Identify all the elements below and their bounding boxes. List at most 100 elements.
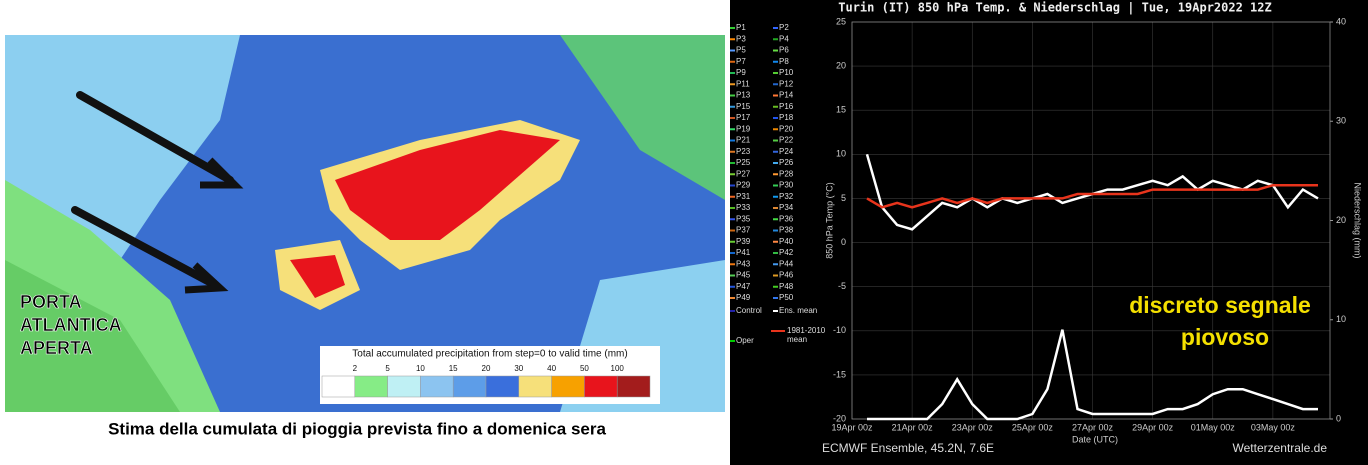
land-dry-2 xyxy=(5,260,180,412)
legend-label: P34 xyxy=(779,203,794,212)
colorbar-swatch xyxy=(616,375,651,398)
colorbar-swatch xyxy=(551,375,585,398)
y2-tick-label: 30 xyxy=(1336,116,1346,126)
annotation: discreto segnale xyxy=(1129,292,1311,318)
x-tick-label: 25Apr 00z xyxy=(1012,422,1054,432)
footer-left: ECMWF Ensemble, 45.2N, 7.6E xyxy=(822,441,994,455)
y-tick-label: 5 xyxy=(841,193,846,203)
legend-label: P6 xyxy=(779,46,789,55)
legend-label: P24 xyxy=(779,147,794,156)
y2-tick-label: 40 xyxy=(1336,16,1346,26)
series-line xyxy=(867,329,1318,421)
series-line xyxy=(866,183,1318,209)
legend-label: P11 xyxy=(736,79,750,88)
y-tick-label: 0 xyxy=(841,237,846,247)
colorbar-swatch xyxy=(420,375,454,398)
land-east xyxy=(560,35,725,200)
arrowhead xyxy=(184,262,229,294)
map-label: APERTA xyxy=(20,338,93,358)
rain-core xyxy=(335,130,560,240)
legend-label: P45 xyxy=(736,271,751,280)
y-tick-label: 15 xyxy=(836,105,846,115)
y-tick-label: 25 xyxy=(836,16,846,26)
legend-label: P8 xyxy=(779,57,789,66)
colorbar-label: 20 xyxy=(482,364,491,373)
legend-label: P5 xyxy=(736,46,746,55)
legend-label: Ens. mean xyxy=(779,306,817,315)
y-tick-label: -10 xyxy=(833,325,846,335)
colorbar-label: 100 xyxy=(611,364,625,373)
legend-label: P48 xyxy=(779,282,794,291)
colorbar-title: Total accumulated precipitation from ste… xyxy=(352,349,627,360)
y2-tick-label: 10 xyxy=(1336,314,1346,324)
x-tick-label: 03May 00z xyxy=(1251,422,1296,432)
legend-label: P23 xyxy=(736,147,751,156)
legend-label: P37 xyxy=(736,226,751,235)
colorbar-label: 5 xyxy=(385,364,390,373)
legend-label: P9 xyxy=(736,68,746,77)
y-tick-label: -20 xyxy=(833,413,846,423)
y-tick-label: 10 xyxy=(836,149,846,159)
legend-label: P15 xyxy=(736,102,751,111)
legend-label: P31 xyxy=(736,192,751,201)
x-tick-label: 29Apr 00z xyxy=(1132,422,1174,432)
legend-label: P7 xyxy=(736,57,746,66)
legend-label: P38 xyxy=(779,226,794,235)
legend-label: P22 xyxy=(779,136,794,145)
colorbar-label: 30 xyxy=(514,364,523,373)
y2-tick-label: 20 xyxy=(1336,215,1346,225)
legend-label: P12 xyxy=(779,79,794,88)
colorbar-swatch xyxy=(354,375,388,398)
y-tick-label: 20 xyxy=(836,60,846,70)
legend-label: P39 xyxy=(736,237,751,246)
map: Total accumulated precipitation from ste… xyxy=(5,35,725,412)
legend-label: P44 xyxy=(779,259,794,268)
legend-label: P41 xyxy=(736,248,751,257)
colorbar-label: 10 xyxy=(416,364,425,373)
legend-label: P26 xyxy=(779,158,794,167)
legend-label: P18 xyxy=(779,113,794,122)
arrow xyxy=(71,206,219,289)
colorbar-swatch xyxy=(485,375,520,398)
colorbar-swatch xyxy=(452,375,487,398)
legend-label: P27 xyxy=(736,169,751,178)
colorbar-label: 50 xyxy=(580,364,589,373)
colorbar-swatch xyxy=(321,375,356,398)
colorbar-label: 15 xyxy=(449,364,458,373)
legend-label: P17 xyxy=(736,113,751,122)
legend-label: P21 xyxy=(736,136,751,145)
map-caption: Stima della cumulata di pioggia prevista… xyxy=(108,419,606,438)
footer-right: Wetterzentrale.de xyxy=(1233,441,1328,455)
legend-label: Control xyxy=(736,306,762,315)
x-tick-label: 23Apr 00z xyxy=(952,422,994,432)
x-tick-label: 27Apr 00z xyxy=(1072,422,1114,432)
y-axis-label: 850 hPa Temp (°C) xyxy=(824,182,834,258)
colorbar-swatch xyxy=(584,375,618,398)
legend-label: P14 xyxy=(779,91,794,100)
legend-label: P30 xyxy=(779,181,794,190)
y-tick-label: -5 xyxy=(838,281,846,291)
legend-label: P47 xyxy=(736,282,751,291)
colorbar-label: 40 xyxy=(547,364,556,373)
rain-iberia-core xyxy=(290,255,345,298)
legend-label: P29 xyxy=(736,181,751,190)
legend-label: 1981-2010 xyxy=(787,326,826,335)
y2-axis-label: Niederschlag (mm) xyxy=(1353,182,1363,258)
colorbar-swatch xyxy=(387,375,421,398)
legend-label: P40 xyxy=(779,237,794,246)
legend-label: P49 xyxy=(736,293,751,302)
legend-label: P2 xyxy=(779,23,789,32)
legend-label: P28 xyxy=(779,169,794,178)
colorbar-swatch xyxy=(518,375,552,398)
legend-label: P1 xyxy=(736,23,746,32)
legend-label: P20 xyxy=(779,124,794,133)
legend-label: P36 xyxy=(779,214,794,223)
legend-label: mean xyxy=(787,335,807,344)
legend-label: P4 xyxy=(779,34,789,43)
legend-label: P10 xyxy=(779,68,794,77)
legend-label: P32 xyxy=(779,192,794,201)
legend-label: P50 xyxy=(779,293,794,302)
map-label: ATLANTICA xyxy=(20,315,122,335)
legend-label: P16 xyxy=(779,102,794,111)
